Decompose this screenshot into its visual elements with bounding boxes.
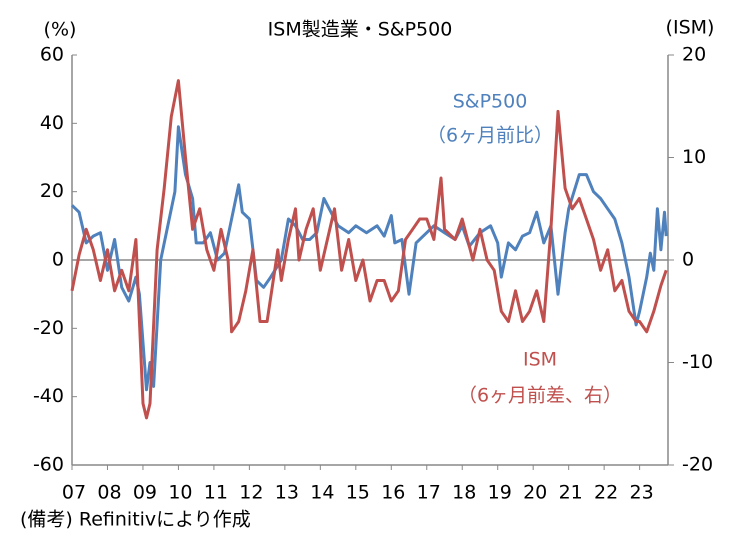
x-tick-label: 23 (630, 482, 654, 504)
x-tick-label: 18 (452, 482, 476, 504)
x-tick-label: 11 (204, 482, 228, 504)
series-note: （6ヶ月前差、右） (458, 385, 622, 407)
x-tick-label: 15 (346, 482, 370, 504)
y-tick-label: 0 (52, 249, 64, 271)
x-tick-label: 14 (310, 482, 334, 504)
x-tick-label: 17 (417, 482, 441, 504)
x-tick-label: 10 (168, 482, 192, 504)
y-tick-label: -20 (33, 317, 64, 339)
series-label: ISM (523, 349, 557, 371)
x-tick-label: 08 (97, 482, 121, 504)
y-tick-label: 20 (40, 180, 64, 202)
y-tick-label: 60 (40, 44, 64, 66)
x-tick-label: 12 (239, 482, 263, 504)
chart-title: ISM製造業・S&P500 (268, 19, 453, 41)
x-tick-label: 07 (62, 482, 86, 504)
y2-tick-label: -10 (682, 351, 713, 373)
y2-axis-label: (ISM) (666, 17, 715, 39)
y-tick-label: -60 (33, 454, 64, 476)
x-tick-label: 16 (381, 482, 405, 504)
series-label: S&P500 (453, 91, 528, 113)
y2-tick-label: 20 (682, 44, 706, 66)
x-tick-label: 21 (559, 482, 583, 504)
x-tick-label: 19 (488, 482, 512, 504)
y-tick-label: 40 (40, 112, 64, 134)
y2-tick-label: 10 (682, 146, 706, 168)
x-tick-label: 22 (594, 482, 618, 504)
y2-tick-label: -20 (682, 454, 713, 476)
series-note: （6ヶ月前比） (427, 125, 553, 147)
footnote: (備考) Refinitivにより作成 (20, 509, 251, 531)
series-line (70, 125, 668, 392)
series-line (70, 79, 668, 420)
x-tick-label: 20 (523, 482, 547, 504)
y-axis-label: (%) (44, 19, 77, 41)
x-tick-label: 09 (133, 482, 157, 504)
y2-tick-label: 0 (682, 249, 694, 271)
y-tick-label: -40 (33, 385, 64, 407)
x-tick-label: 13 (275, 482, 299, 504)
